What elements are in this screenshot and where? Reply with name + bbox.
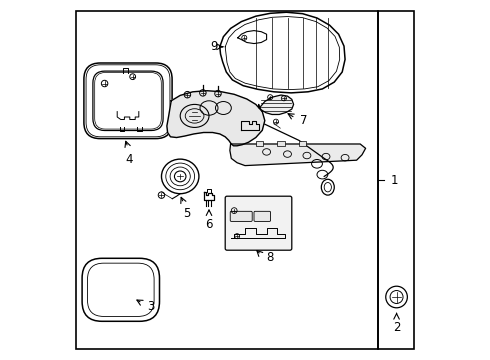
FancyBboxPatch shape [230,211,252,221]
Bar [277,141,285,146]
Text: 7: 7 [300,114,307,127]
Polygon shape [167,91,265,146]
Text: 5: 5 [183,207,191,220]
Bar [378,11,414,349]
Text: 2: 2 [393,321,400,334]
Text: 8: 8 [266,251,273,264]
Polygon shape [230,144,366,166]
Bar [76,11,378,349]
Bar [256,141,263,146]
Text: 9: 9 [211,40,218,53]
Text: 6: 6 [205,218,213,231]
Polygon shape [259,95,294,114]
Bar [299,141,306,146]
FancyBboxPatch shape [225,196,292,250]
Text: 1: 1 [391,174,398,186]
Text: 3: 3 [147,300,154,312]
Text: 4: 4 [125,153,133,166]
FancyBboxPatch shape [254,211,270,221]
